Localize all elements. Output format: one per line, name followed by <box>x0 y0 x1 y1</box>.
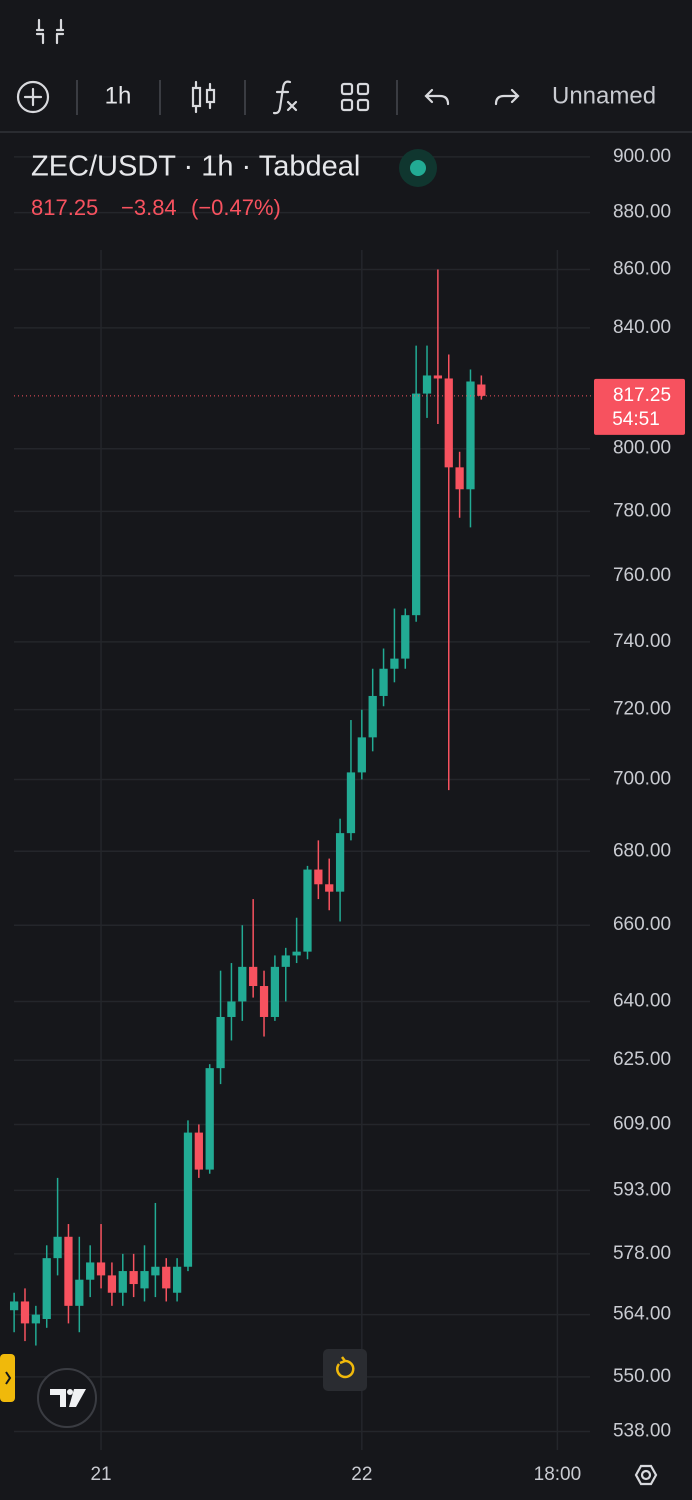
candle-body <box>303 869 312 952</box>
side-panel-handle[interactable] <box>0 1354 15 1402</box>
candle-body <box>477 384 486 396</box>
status-dot <box>410 160 426 176</box>
redo-button[interactable] <box>494 88 520 106</box>
candle-body <box>379 668 388 696</box>
x-tick-label: 22 <box>351 1464 372 1485</box>
layout-name[interactable]: Unnamed <box>552 82 656 109</box>
x-tick-label: 18:00 <box>534 1464 582 1485</box>
candle-body <box>86 1262 95 1280</box>
y-tick-label: 640.00 <box>613 990 671 1011</box>
candle-body <box>205 1068 214 1170</box>
y-tick-label: 720.00 <box>613 699 671 720</box>
y-tick-label: 800.00 <box>613 438 671 459</box>
chart-type-button[interactable] <box>191 80 216 114</box>
exit-fullscreen-button[interactable] <box>35 18 65 45</box>
y-tick-label: 760.00 <box>613 565 671 586</box>
tradingview-logo[interactable] <box>37 1368 97 1428</box>
candle-body <box>75 1279 84 1306</box>
y-tick-label: 840.00 <box>613 317 671 338</box>
toolbar: 1h Unnamed <box>0 80 692 133</box>
y-tick-label: 564.00 <box>613 1304 671 1325</box>
candle-body <box>249 966 258 987</box>
countdown-label: 54:51 <box>612 409 660 430</box>
y-tick-label: 550.00 <box>613 1366 671 1387</box>
y-tick-label: 880.00 <box>613 202 671 223</box>
candle-body <box>259 986 269 1017</box>
candle-body <box>31 1314 40 1324</box>
candle-body <box>281 955 290 967</box>
add-button[interactable] <box>16 80 50 114</box>
candle-body <box>129 1271 138 1285</box>
candle-body <box>401 615 410 659</box>
candle-body <box>162 1266 171 1289</box>
interval-button[interactable]: 1h <box>105 82 132 109</box>
candle-body <box>96 1262 106 1276</box>
candle-body <box>314 869 323 885</box>
y-tick-label: 660.00 <box>613 914 671 935</box>
candle-body <box>433 375 443 379</box>
candle-body <box>172 1266 182 1293</box>
candle-body <box>9 1301 19 1311</box>
candle-body <box>390 658 399 669</box>
last-price: 817.25 <box>31 195 98 220</box>
y-tick-label: 625.00 <box>613 1049 671 1070</box>
candle-body <box>216 1016 225 1069</box>
y-tick-label: 900.00 <box>613 146 671 167</box>
y-tick-label: 860.00 <box>613 259 671 280</box>
change: −3.84 <box>121 195 177 220</box>
chart-title: ZEC/USDT · 1h · Tabdeal <box>31 151 360 183</box>
candle-body <box>335 833 345 892</box>
candle-body <box>412 393 421 616</box>
candle-body <box>270 966 280 1017</box>
candle-body <box>118 1271 127 1293</box>
candle-body <box>140 1271 149 1289</box>
candle-body <box>444 378 453 468</box>
candle-body <box>53 1236 62 1259</box>
candle-body <box>194 1132 203 1170</box>
indicators-button[interactable] <box>272 80 298 115</box>
layout-button[interactable] <box>340 82 370 112</box>
y-tick-label: 740.00 <box>613 631 671 652</box>
candle-body <box>42 1258 51 1319</box>
candle-body <box>455 467 464 490</box>
candle-body <box>183 1132 193 1267</box>
x-tick-label: 21 <box>90 1464 111 1485</box>
price-label-box <box>594 378 685 435</box>
candle-body <box>357 737 366 773</box>
plot: 538.00 550.00 564.00 578.00 593.00 609.00 625.… <box>9 146 685 1485</box>
candle-body <box>107 1275 117 1293</box>
price-label: 817.25 <box>613 385 671 406</box>
y-tick-label: 609.00 <box>613 1113 671 1134</box>
change-percent: (−0.47%) <box>191 195 281 220</box>
candle-body <box>422 375 432 394</box>
y-tick-label: 700.00 <box>613 768 671 789</box>
handle-arrow <box>5 1371 12 1385</box>
y-tick-label: 593.00 <box>613 1179 671 1200</box>
y-tick-label: 680.00 <box>613 840 671 861</box>
reset-button[interactable] <box>323 1349 367 1391</box>
settings-button[interactable] <box>634 1464 658 1486</box>
candle-body <box>238 966 247 1002</box>
candle-body <box>20 1301 30 1324</box>
candle-body <box>325 884 334 892</box>
candle-body <box>346 772 356 834</box>
candle-body <box>64 1236 73 1306</box>
undo-button[interactable] <box>424 88 450 106</box>
candle-body <box>227 1001 236 1017</box>
y-tick-label: 538.00 <box>613 1421 671 1442</box>
y-tick-label: 578.00 <box>613 1243 671 1264</box>
y-tick-label: 780.00 <box>613 500 671 521</box>
candle-body <box>368 695 377 738</box>
candle-body <box>292 951 301 956</box>
candle-body <box>151 1266 160 1276</box>
candle-body <box>466 381 475 490</box>
